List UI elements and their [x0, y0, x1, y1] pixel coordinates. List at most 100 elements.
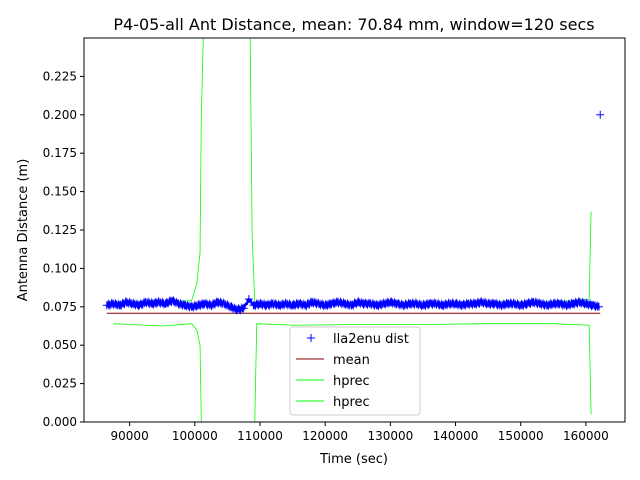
dist-point	[327, 299, 336, 308]
x-tick-label: 100000	[172, 429, 218, 443]
dist-point	[451, 299, 460, 308]
dist-point	[412, 299, 421, 308]
dist-point	[581, 299, 590, 308]
dist-point	[200, 299, 209, 308]
dist-point	[239, 304, 248, 313]
dist-point	[555, 299, 564, 308]
y-tick-label: 0.050	[43, 338, 77, 352]
dist-point	[249, 301, 258, 310]
dist-point	[366, 299, 375, 308]
dist-point	[438, 301, 447, 310]
dist-point	[347, 301, 356, 310]
dist-point	[575, 298, 584, 307]
dist-point	[161, 299, 170, 308]
dist-point	[523, 299, 532, 308]
x-tick-label: 110000	[237, 429, 283, 443]
legend-box	[289, 326, 421, 416]
dist-point	[497, 301, 506, 310]
y-tick-label: 0.100	[43, 261, 77, 275]
dist-point	[275, 301, 284, 310]
dist-point	[301, 301, 310, 310]
x-tick-label: 130000	[367, 429, 413, 443]
dist-point	[128, 299, 137, 308]
legend-item: lla2enu dist	[307, 332, 409, 347]
dist-point	[308, 298, 317, 307]
dist-point	[516, 301, 525, 310]
dist-point	[269, 299, 278, 308]
dist-point	[594, 302, 603, 311]
dist-point	[536, 299, 545, 308]
series-hprec-line-3	[113, 323, 592, 422]
dist-point	[255, 299, 264, 308]
x-axis-label: Time (sec)	[319, 452, 388, 467]
x-tick-label: 140000	[433, 429, 479, 443]
y-axis-label: Antenna Distance (m)	[16, 159, 31, 302]
x-tick-label: 160000	[563, 429, 609, 443]
y-tick-label: 0.150	[43, 185, 77, 199]
dist-point	[207, 301, 216, 310]
legend-item: hprec	[296, 395, 370, 410]
dist-point	[477, 298, 486, 307]
x-axis: 90000 100000 110000 120000 130000 140000 15000…	[111, 422, 609, 443]
dist-point	[102, 301, 111, 310]
legend-label: mean	[333, 353, 370, 368]
y-tick-label: 0.225	[43, 69, 77, 83]
dist-point	[154, 298, 163, 307]
dist-point	[141, 298, 150, 307]
dist-point	[220, 299, 229, 308]
y-tick-label: 0.000	[43, 415, 77, 429]
dist-point	[353, 298, 362, 307]
dist-point	[588, 301, 597, 310]
dist-point	[167, 296, 176, 305]
dist-point	[596, 110, 605, 119]
dist-point	[194, 301, 203, 310]
dist-point	[490, 299, 499, 308]
chart-title: P4-05-all Ant Distance, mean: 70.84 mm, …	[113, 15, 594, 34]
series-hprec-line-2	[106, 38, 592, 305]
dist-point	[542, 301, 551, 310]
dist-point	[314, 299, 323, 308]
dist-point	[135, 301, 144, 310]
dist-point	[568, 299, 577, 308]
dist-point	[334, 298, 343, 307]
dist-point	[187, 302, 196, 311]
dist-point	[431, 299, 440, 308]
dist-point	[562, 301, 571, 310]
legend-label: lla2enu dist	[333, 332, 409, 347]
y-tick-label: 0.200	[43, 108, 77, 122]
legend-label: hprec	[333, 374, 370, 389]
dist-point	[262, 301, 271, 310]
dist-point	[174, 299, 183, 308]
dist-point	[181, 301, 190, 310]
x-tick-label: 120000	[302, 429, 348, 443]
dist-point	[122, 298, 131, 307]
x-tick-label: 90000	[111, 429, 149, 443]
y-tick-label: 0.175	[43, 146, 77, 160]
dist-point	[510, 299, 519, 308]
dist-point	[321, 301, 330, 310]
dist-point	[288, 301, 297, 310]
dist-point	[399, 301, 408, 310]
dist-point	[340, 299, 349, 308]
dist-point	[373, 301, 382, 310]
dist-point	[418, 301, 427, 310]
y-axis: 0.000 0.025 0.050 0.075 0.100 0.125 0.150 0.175…	[43, 69, 84, 429]
dist-point	[226, 302, 235, 311]
dist-point	[392, 299, 401, 308]
legend-item: hprec	[296, 374, 370, 389]
dist-point	[386, 298, 395, 307]
dist-point	[458, 301, 467, 310]
dist-point	[471, 299, 480, 308]
dist-point	[115, 301, 124, 310]
y-tick-label: 0.075	[43, 300, 77, 314]
y-tick-label: 0.125	[43, 223, 77, 237]
x-tick-label: 150000	[498, 429, 544, 443]
dist-point	[109, 299, 118, 308]
y-tick-label: 0.025	[43, 377, 77, 391]
dist-point	[244, 295, 253, 304]
series-layer	[102, 38, 605, 422]
dist-point	[379, 299, 388, 308]
dist-point	[295, 299, 304, 308]
dist-point	[148, 299, 157, 308]
